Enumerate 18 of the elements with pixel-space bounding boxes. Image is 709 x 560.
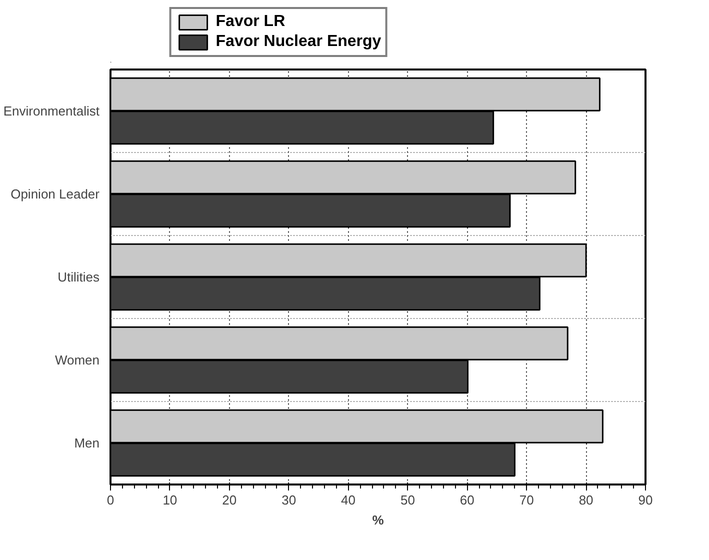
x-tick-label: 70 — [519, 492, 534, 508]
legend-label: Favor LR — [216, 13, 286, 31]
x-tick-label: 20 — [222, 492, 237, 508]
x-tick-label: 40 — [341, 492, 356, 508]
x-tick-label: 80 — [578, 492, 594, 508]
y-tick-label: Women — [54, 352, 100, 368]
x-tick-label: 50 — [400, 492, 415, 508]
x-tick-label: 10 — [162, 492, 178, 508]
x-tick-label: 90 — [638, 492, 653, 508]
x-tick-label: 60 — [460, 492, 474, 508]
x-axis-title: % — [372, 512, 384, 528]
y-tick-label: Opinion Leader — [10, 186, 100, 202]
y-tick-label: Men — [74, 436, 100, 450]
legend-label: Favor Nuclear Energy — [216, 33, 382, 51]
y-tick-label: Utilities — [58, 270, 100, 284]
x-tick-label: 0 — [106, 492, 114, 508]
y-tick-label: Environmentalist — [3, 104, 100, 118]
x-tick-label: 30 — [282, 492, 296, 508]
